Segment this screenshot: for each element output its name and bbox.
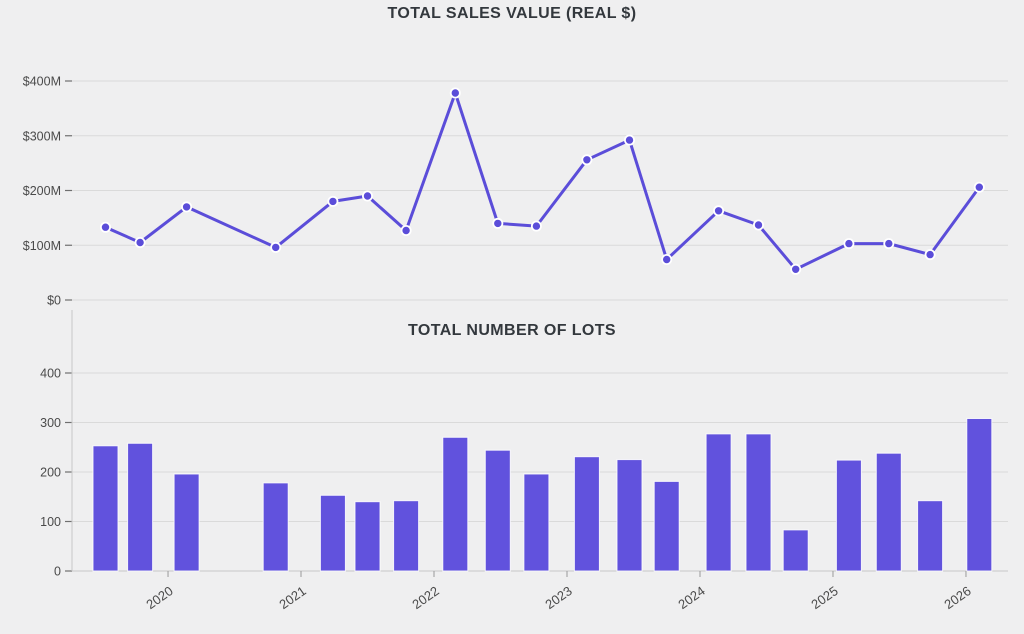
bar[interactable] <box>782 529 809 572</box>
bar[interactable] <box>573 456 600 572</box>
bar[interactable] <box>705 433 732 572</box>
y-axis-label: $0 <box>47 294 61 308</box>
y-axis-label: 300 <box>40 416 61 430</box>
bar[interactable] <box>127 442 154 572</box>
line-point[interactable] <box>449 87 461 99</box>
lots-chart-title: TOTAL NUMBER OF LOTS <box>408 322 616 339</box>
sales-value-line-chart: $400M $300M $200M $100M $0 <box>23 75 1008 308</box>
y-axis-label: $200M <box>23 184 61 198</box>
sales-value-chart-title: TOTAL SALES VALUE (REAL $) <box>387 5 637 22</box>
bar[interactable] <box>653 480 680 572</box>
line-point[interactable] <box>327 195 339 207</box>
line-point[interactable] <box>134 236 146 248</box>
y-axis-label: $400M <box>23 75 61 89</box>
x-axis-label: 2020 <box>143 583 175 612</box>
bar[interactable] <box>319 494 346 572</box>
bar[interactable] <box>484 449 511 572</box>
x-axis-label: 2022 <box>409 583 441 612</box>
y-axis-label: 100 <box>40 515 61 529</box>
x-axis-label: 2024 <box>675 583 707 612</box>
line-point[interactable] <box>843 238 855 250</box>
line-point[interactable] <box>883 238 895 250</box>
bar[interactable] <box>92 445 119 572</box>
line-point[interactable] <box>181 201 193 213</box>
line-point[interactable] <box>973 181 985 193</box>
bar[interactable] <box>354 501 381 572</box>
line-point[interactable] <box>400 224 412 236</box>
bar[interactable] <box>616 459 643 572</box>
bar[interactable] <box>442 436 469 572</box>
y-axis-label: $100M <box>23 239 61 253</box>
y-axis-label: $300M <box>23 129 61 143</box>
bar[interactable] <box>523 473 550 572</box>
bar[interactable] <box>917 500 944 572</box>
line-point[interactable] <box>713 205 725 217</box>
y-axis-label: 200 <box>40 466 61 480</box>
line-point[interactable] <box>661 253 673 265</box>
x-axis-label: 2021 <box>276 583 308 612</box>
line-point[interactable] <box>361 190 373 202</box>
bar[interactable] <box>875 452 902 572</box>
x-axis-label: 2025 <box>808 583 840 612</box>
bar[interactable] <box>262 482 289 572</box>
bar[interactable] <box>835 459 862 572</box>
line-point[interactable] <box>581 154 593 166</box>
x-axis-label: 2026 <box>941 583 973 612</box>
line-point[interactable] <box>924 249 936 261</box>
bar[interactable] <box>745 433 772 572</box>
x-axis-label: 2023 <box>542 583 574 612</box>
bar[interactable] <box>173 473 200 572</box>
bar[interactable] <box>966 418 993 572</box>
y-axis-label: 400 <box>40 367 61 381</box>
line-point[interactable] <box>624 134 636 146</box>
sales-value-line <box>104 91 981 271</box>
line-point[interactable] <box>492 217 504 229</box>
line-point[interactable] <box>100 221 112 233</box>
line-point[interactable] <box>270 241 282 253</box>
y-axis-label: 0 <box>54 565 61 579</box>
line-point[interactable] <box>753 219 765 231</box>
line-point[interactable] <box>790 263 802 275</box>
lots-bar-chart: 400 300 200 100 0 2020 2021 2022 2023 2024 2025 202… <box>40 310 1008 612</box>
line-point[interactable] <box>530 220 542 232</box>
bar[interactable] <box>393 500 420 572</box>
